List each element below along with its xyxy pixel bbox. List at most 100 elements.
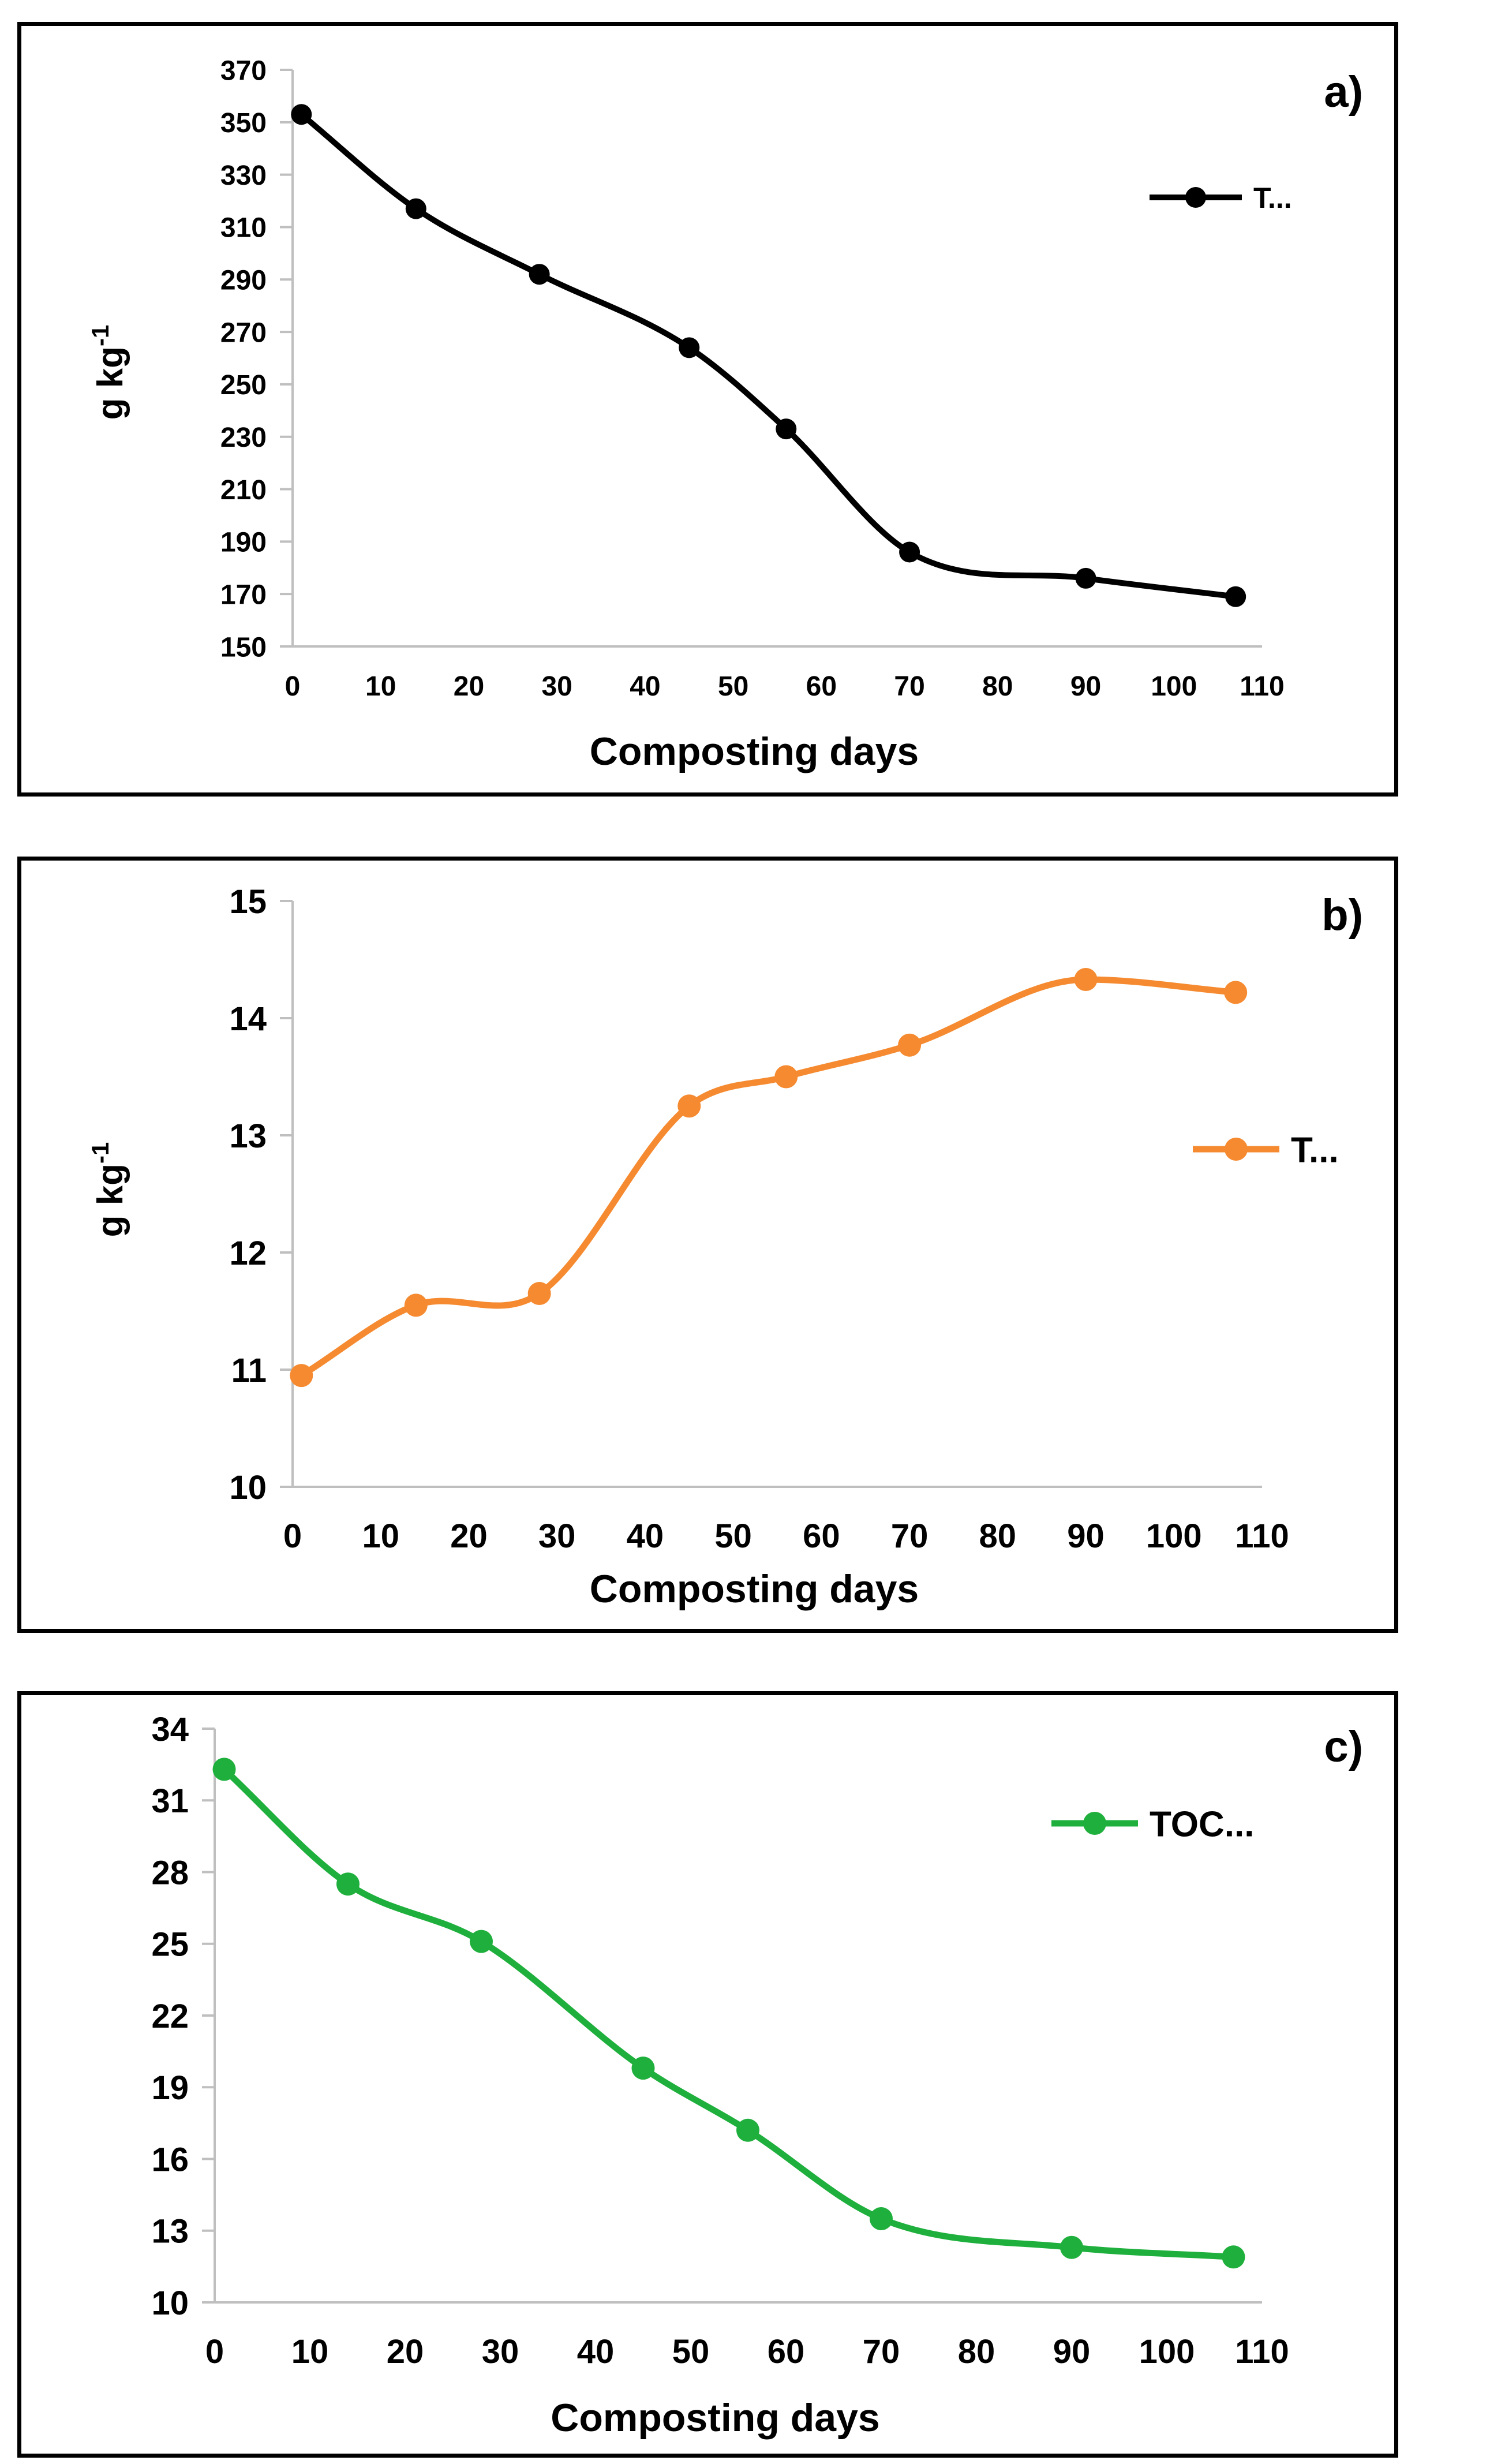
x-tick-label: 20 — [387, 2333, 424, 2370]
panel-label: b) — [1321, 891, 1363, 940]
data-point — [336, 1872, 360, 1896]
series-line — [298, 111, 1239, 600]
panel-label: a) — [1324, 68, 1363, 117]
legend-label: T... — [1253, 182, 1292, 214]
x-axis-title: Composting days — [590, 1567, 919, 1611]
y-tick-label: 290 — [220, 266, 267, 296]
data-point — [1222, 2245, 1245, 2269]
data-point — [1060, 2235, 1083, 2259]
y-tick-label: 150 — [220, 632, 267, 663]
data-point — [870, 2207, 893, 2231]
data-point — [290, 1364, 313, 1388]
y-tick-label: 190 — [220, 528, 267, 558]
data-point — [679, 337, 700, 358]
x-tick-label: 50 — [718, 671, 748, 702]
data-point — [1075, 567, 1096, 589]
y-tick-label: 34 — [151, 1711, 189, 1748]
x-tick-label: 20 — [450, 1517, 488, 1555]
data-point — [1225, 586, 1246, 607]
x-tick-label: 110 — [1240, 671, 1284, 702]
y-tick-label: 170 — [220, 579, 267, 610]
x-tick-label: 50 — [672, 2333, 710, 2370]
legend-marker — [1083, 1812, 1106, 1835]
legend-label: T... — [1291, 1130, 1339, 1170]
data-point — [527, 1282, 551, 1306]
x-tick-label: 60 — [768, 2333, 805, 2370]
panel-label: c) — [1324, 1722, 1363, 1771]
y-tick-label: 28 — [151, 1854, 189, 1891]
x-tick-label: 110 — [1235, 1517, 1289, 1555]
x-tick-label: 30 — [482, 2333, 519, 2370]
legend-label: TOC... — [1150, 1804, 1254, 1844]
x-axis-title: Composting days — [551, 2396, 880, 2440]
chart-panel-a: 150 170 190 210 230 250 270 290 310 330 350 370 0 10 2… — [17, 22, 1398, 797]
y-tick-label: 25 — [151, 1926, 189, 1964]
data-point — [1074, 968, 1098, 992]
chart-panel-c: 10 13 16 19 22 25 28 31 34 0 10 20 30 40 50 60 70 80 90 100… — [17, 1691, 1398, 2458]
data-point — [212, 1758, 236, 1781]
chart-panel-b: 10 11 12 13 14 15 0 10 20 30 40 50 60 70 80 90 100 110 Com… — [17, 857, 1398, 1633]
y-tick-label: 13 — [151, 2213, 189, 2250]
chart-a-svg: 150 170 190 210 230 250 270 290 310 330 350 370 0 10 2… — [87, 55, 1363, 773]
data-point — [736, 2118, 759, 2142]
x-tick-label: 0 — [285, 671, 301, 702]
y-tick-label: 14 — [229, 1000, 267, 1038]
y-tick-label: 10 — [229, 1469, 267, 1506]
data-point — [291, 104, 312, 125]
series-line — [298, 976, 1239, 1379]
x-tick-label: 10 — [365, 671, 396, 702]
y-tick-label: 16 — [151, 2141, 189, 2178]
x-tick-label: 30 — [541, 671, 572, 702]
legend-marker — [1185, 187, 1206, 208]
y-tick-label: 12 — [229, 1235, 267, 1272]
data-point — [470, 1930, 493, 1953]
y-tick-label: 13 — [229, 1117, 267, 1155]
x-tick-label: 110 — [1235, 2333, 1289, 2370]
x-tick-label: 70 — [894, 671, 924, 702]
x-tick-label: 10 — [291, 2333, 329, 2370]
x-tick-label: 20 — [454, 671, 484, 702]
y-tick-label: 11 — [231, 1352, 267, 1389]
x-tick-label: 90 — [1067, 1517, 1105, 1555]
data-point — [898, 1033, 922, 1057]
data-point — [405, 198, 426, 219]
x-tick-label: 80 — [979, 1517, 1017, 1555]
y-tick-label: 350 — [220, 108, 267, 139]
data-point — [404, 1293, 428, 1317]
x-tick-label: 30 — [538, 1517, 576, 1555]
y-tick-label: 19 — [151, 2069, 189, 2107]
x-tick-label: 50 — [714, 1517, 752, 1555]
x-tick-label: 0 — [283, 1517, 302, 1555]
x-tick-label: 10 — [362, 1517, 399, 1555]
y-tick-label: 22 — [151, 1998, 189, 2035]
y-axis-title-text: g kg — [91, 346, 130, 420]
x-tick-label: 90 — [1053, 2333, 1091, 2370]
y-axis-title: g kg-1 — [87, 1142, 130, 1237]
x-tick-label: 0 — [205, 2333, 224, 2370]
y-tick-label: 10 — [151, 2284, 189, 2322]
chart-c-svg: 10 13 16 19 22 25 28 31 34 0 10 20 30 40 50 60 70 80 90 100… — [151, 1711, 1363, 2440]
series-line — [221, 1766, 1237, 2260]
x-tick-label: 80 — [982, 671, 1013, 702]
y-tick-label: 15 — [229, 883, 267, 921]
x-tick-label: 40 — [630, 671, 660, 702]
y-tick-label: 330 — [220, 160, 267, 191]
x-tick-label: 40 — [627, 1517, 664, 1555]
x-tick-label: 60 — [806, 671, 837, 702]
data-point — [1224, 981, 1248, 1004]
x-tick-label: 80 — [958, 2333, 995, 2370]
x-tick-label: 60 — [803, 1517, 840, 1555]
x-tick-label: 40 — [577, 2333, 615, 2370]
data-point — [631, 2057, 655, 2080]
data-point — [776, 418, 797, 440]
y-tick-label: 310 — [220, 213, 267, 244]
x-tick-label: 70 — [891, 1517, 929, 1555]
legend-marker — [1225, 1138, 1248, 1161]
y-tick-label: 31 — [151, 1782, 189, 1820]
x-tick-label: 100 — [1151, 671, 1197, 702]
y-axis-title-text: g kg — [91, 1164, 130, 1237]
y-axis-title: g kg-1 — [87, 325, 130, 420]
data-point — [529, 264, 550, 285]
y-axis-title-superscript: -1 — [87, 1142, 114, 1164]
x-tick-label: 100 — [1139, 2333, 1195, 2370]
